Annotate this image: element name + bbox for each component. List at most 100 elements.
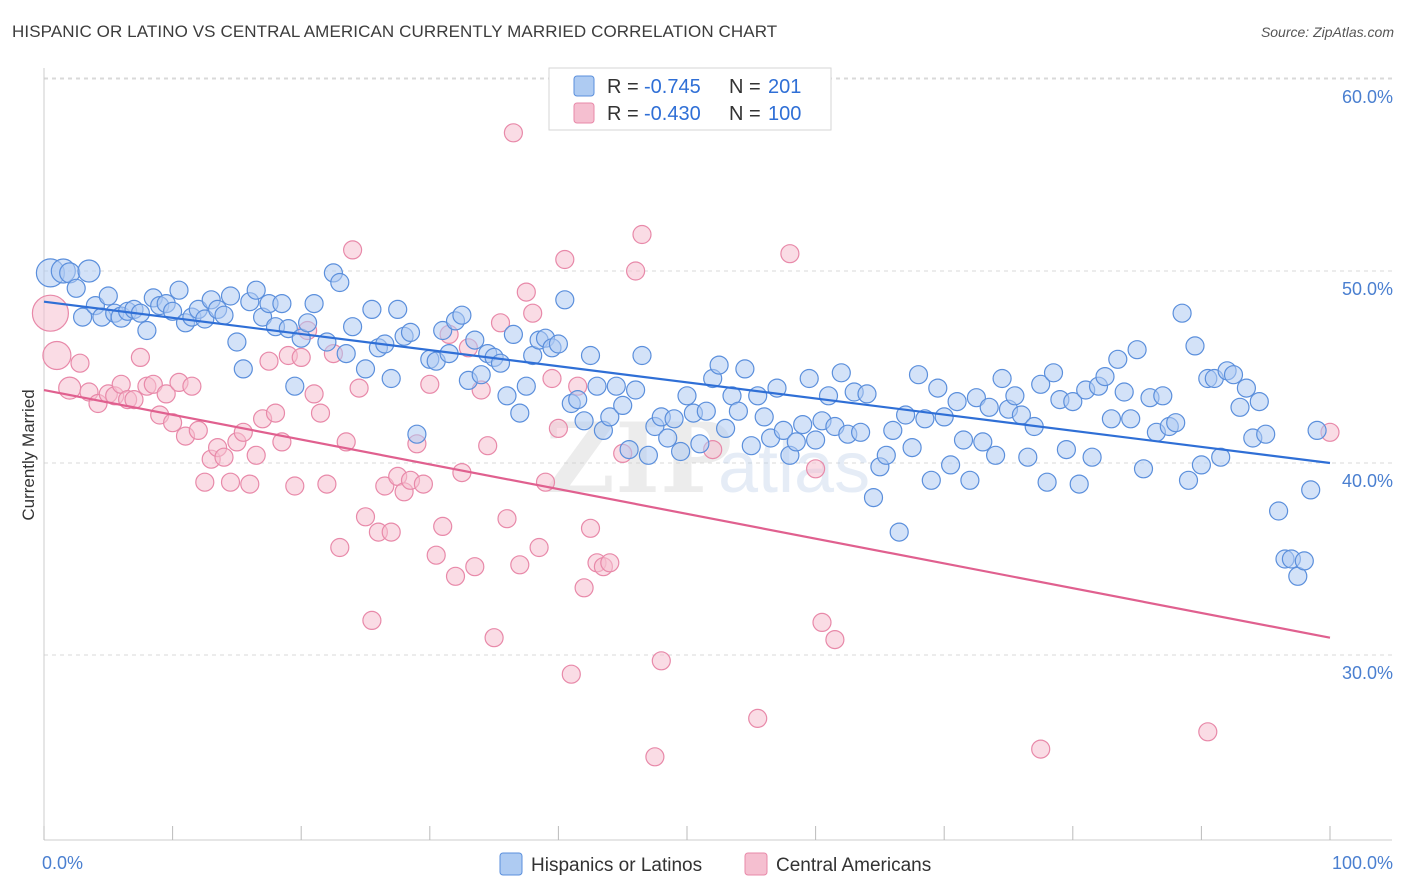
central-americans-point-35 xyxy=(285,476,305,496)
central-americans-point-57 xyxy=(426,545,446,565)
hispanics-point-103 xyxy=(728,401,749,421)
hispanics-point-133 xyxy=(921,470,941,490)
central-americans-point-58 xyxy=(433,516,453,537)
central-americans-point-15 xyxy=(156,384,176,404)
series-swatch-central-americans xyxy=(744,852,768,876)
hispanics-point-78 xyxy=(568,390,588,410)
y-axis-title: Currently Married xyxy=(19,389,38,520)
hispanics-point-184 xyxy=(1249,392,1269,412)
hispanics-point-89 xyxy=(638,445,659,465)
hispanics-point-112 xyxy=(786,432,806,452)
central-americans-point-94 xyxy=(812,612,832,633)
central-americans-point-89 xyxy=(651,651,671,671)
hispanics-point-117 xyxy=(818,386,839,406)
central-americans-point-25 xyxy=(220,472,241,492)
hispanics-point-70 xyxy=(516,376,536,396)
hispanics-point-163 xyxy=(1114,382,1134,402)
hispanics-point-140 xyxy=(966,388,987,408)
hispanics-point-97 xyxy=(690,434,710,454)
hispanics-point-37 xyxy=(285,376,305,396)
central-americans-point-13 xyxy=(143,374,163,394)
y-tick-label-50: 50.0% xyxy=(1342,279,1393,299)
hispanics-point-50 xyxy=(381,368,401,389)
hispanics-point-141 xyxy=(973,432,993,452)
hispanics-point-83 xyxy=(600,407,620,427)
hispanics-point-164 xyxy=(1121,409,1141,429)
hispanics-point-137 xyxy=(947,392,967,412)
hispanics-point-28 xyxy=(227,332,247,352)
hispanics-point-45 xyxy=(343,317,363,337)
hispanics-point-130 xyxy=(902,438,922,458)
hispanics-point-3 xyxy=(66,278,86,298)
x-tick-label-max: 100.0% xyxy=(1332,853,1393,873)
source-label: Source: ZipAtlas.com xyxy=(1260,24,1394,40)
central-americans-point-93 xyxy=(805,459,826,479)
hispanics-point-119 xyxy=(831,363,851,383)
hispanics-point-161 xyxy=(1101,409,1122,429)
legend-r-label-2: R = xyxy=(607,103,639,125)
hispanics-point-115 xyxy=(805,430,826,450)
central-americans-point-67 xyxy=(490,313,511,333)
hispanics-point-63 xyxy=(471,365,491,385)
central-americans-point-21 xyxy=(195,472,215,492)
central-americans-point-45 xyxy=(349,378,369,398)
hispanics-point-162 xyxy=(1108,349,1128,369)
series-label-central-americans: Central Americans xyxy=(776,855,931,876)
central-americans-point-0 xyxy=(31,294,70,332)
hispanics-point-127 xyxy=(883,420,903,440)
hispanics-point-4 xyxy=(72,307,93,327)
hispanics-point-144 xyxy=(992,368,1012,389)
hispanics-point-54 xyxy=(407,424,427,444)
hispanics-point-192 xyxy=(1307,420,1327,440)
hispanics-point-143 xyxy=(985,445,1006,465)
stats-legend: R = -0.745 N = 201 R = -0.430 N = 100 xyxy=(548,67,832,131)
hispanics-point-14 xyxy=(137,320,157,341)
hispanics-point-181 xyxy=(1230,397,1250,417)
hispanics-point-79 xyxy=(574,411,594,431)
hispanics-point-19 xyxy=(169,280,189,300)
hispanics-point-146 xyxy=(1005,386,1025,406)
central-americans-point-65 xyxy=(478,436,498,456)
central-americans-trend-line xyxy=(43,388,1331,639)
central-americans-point-87 xyxy=(632,224,652,245)
hispanics-points xyxy=(35,258,1327,586)
hispanics-point-174 xyxy=(1185,336,1205,356)
hispanics-point-191 xyxy=(1301,480,1321,500)
central-americans-point-24 xyxy=(214,447,234,467)
central-americans-point-91 xyxy=(748,708,768,729)
hispanics-trend-line xyxy=(43,300,1331,465)
legend-r-label-1: R = xyxy=(607,76,639,98)
central-americans-point-44 xyxy=(343,240,363,260)
central-americans-point-92 xyxy=(780,244,800,264)
central-americans-point-39 xyxy=(310,403,331,423)
central-americans-point-72 xyxy=(523,303,543,323)
central-americans-point-80 xyxy=(574,578,594,598)
hispanics-point-87 xyxy=(625,380,646,400)
legend-r-value-1: -0.745 xyxy=(644,76,701,98)
hispanics-point-27 xyxy=(220,286,241,306)
central-americans-point-81 xyxy=(580,518,601,538)
central-americans-point-76 xyxy=(548,418,569,438)
hispanics-point-107 xyxy=(754,407,774,427)
hispanics-point-53 xyxy=(400,322,421,342)
central-americans-point-75 xyxy=(542,368,562,389)
hispanics-point-95 xyxy=(677,386,697,406)
hispanics-point-57 xyxy=(433,320,453,341)
axes xyxy=(43,68,1392,841)
hispanics-point-62 xyxy=(465,330,485,350)
hispanics-point-138 xyxy=(953,430,974,450)
hispanics-point-67 xyxy=(497,386,517,406)
hispanics-point-86 xyxy=(619,440,639,460)
tick-labels: 30.0% 40.0% 50.0% 60.0% 0.0% 100.0% xyxy=(42,87,1393,873)
hispanics-point-132 xyxy=(915,409,935,429)
hispanics-point-104 xyxy=(735,359,755,379)
hispanics-point-190 xyxy=(1294,551,1314,571)
hispanics-point-110 xyxy=(773,420,794,440)
hispanics-point-93 xyxy=(664,409,684,429)
hispanics-point-166 xyxy=(1133,459,1154,479)
central-americans-point-56 xyxy=(420,374,440,394)
trend-lines xyxy=(43,300,1331,639)
central-americans-point-3 xyxy=(70,353,90,373)
hispanics-point-85 xyxy=(613,395,633,415)
